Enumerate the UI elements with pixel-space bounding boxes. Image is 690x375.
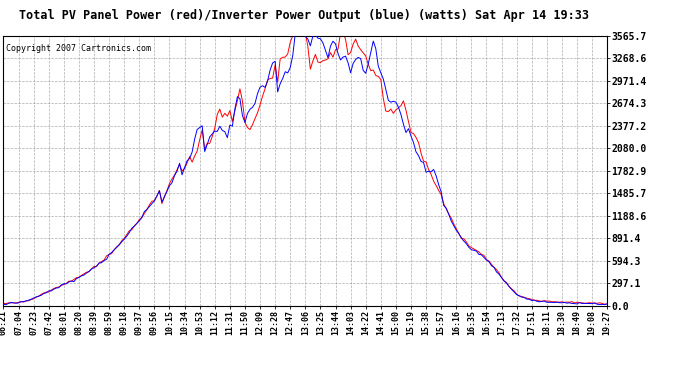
Text: Copyright 2007 Cartronics.com: Copyright 2007 Cartronics.com (6, 44, 152, 53)
Text: Total PV Panel Power (red)/Inverter Power Output (blue) (watts) Sat Apr 14 19:33: Total PV Panel Power (red)/Inverter Powe… (19, 9, 589, 22)
